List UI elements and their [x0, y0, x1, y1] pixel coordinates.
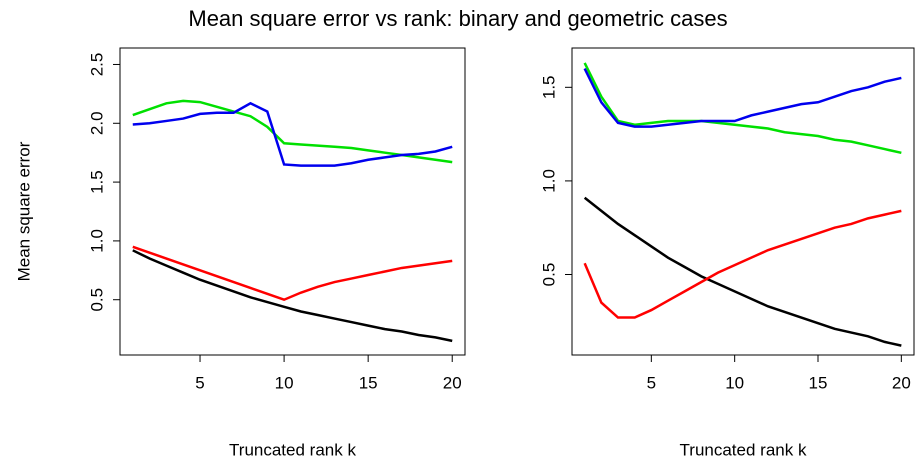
- y-tick-label: 1.0: [87, 229, 106, 253]
- series-line: [132, 245, 453, 302]
- x-tick-label: 5: [647, 373, 656, 392]
- series-line: [132, 101, 453, 167]
- x-tick-label: 20: [892, 373, 911, 392]
- series-line: [132, 249, 453, 343]
- series-line: [583, 196, 902, 347]
- y-tick-label: 2.5: [87, 53, 106, 77]
- x-tick-label: 15: [809, 373, 828, 392]
- plot-frame: [571, 47, 915, 356]
- y-tick-label: 0.5: [539, 263, 558, 287]
- series-line: [583, 62, 902, 155]
- y-tick-label: 1.0: [539, 169, 558, 193]
- x-tick-label: 10: [725, 373, 744, 392]
- y-tick-label: 2.0: [87, 111, 106, 135]
- y-tick-label: 1.5: [87, 170, 106, 194]
- x-tick-label: 10: [275, 373, 294, 392]
- x-tick-label: 5: [195, 373, 204, 392]
- x-tick-label: 20: [443, 373, 462, 392]
- x-axis-label: Truncated rank k: [229, 440, 356, 459]
- x-tick-label: 15: [359, 373, 378, 392]
- chart-title: Mean square error vs rank: binary and ge…: [188, 6, 727, 31]
- y-tick-label: 1.5: [539, 75, 558, 99]
- plot-frame: [119, 47, 466, 356]
- series-line: [583, 209, 902, 319]
- series-line: [132, 99, 453, 164]
- x-axis-label: Truncated rank k: [680, 440, 807, 459]
- y-tick-label: 0.5: [87, 288, 106, 312]
- y-axis-label: Mean square error: [14, 141, 33, 281]
- series-line: [583, 68, 902, 128]
